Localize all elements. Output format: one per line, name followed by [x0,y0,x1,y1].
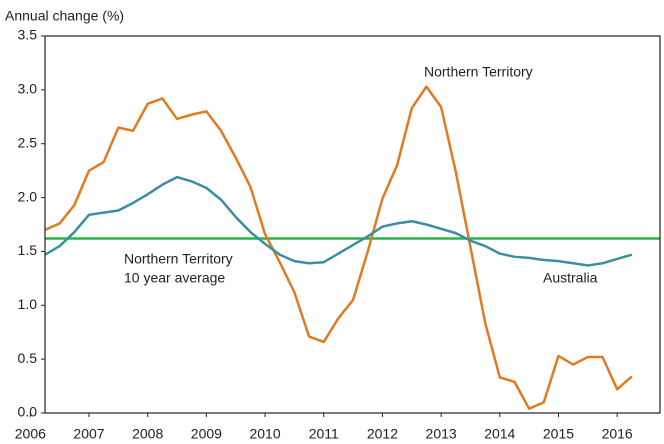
plot-frame [44,35,661,414]
x-tick-label: 2008 [132,426,163,442]
x-tick-label: 2006 [15,426,46,442]
x-tick-label: 2009 [191,426,222,442]
x-tick-label: 2015 [543,426,574,442]
series-label: Australia [543,270,598,286]
x-tick-label: 2011 [309,426,339,442]
x-tick-label: 2014 [484,426,515,442]
x-tick-label: 2013 [426,426,457,442]
y-tick-label: 3.5 [18,27,38,43]
y-tick-label: 0.0 [18,404,38,420]
y-tick-label: 2.5 [18,134,38,150]
series-line [44,175,633,267]
y-tick-label: 1.0 [18,296,38,312]
series-label: Northern Territory [424,64,533,80]
y-tick-label: 0.5 [18,350,38,366]
y-tick-label: 2.0 [18,188,38,204]
reference-label: 10 year average [124,270,225,286]
x-tick-label: 2012 [367,426,398,442]
reference-label: Northern Territory [124,251,233,267]
x-tick-label: 2010 [249,426,280,442]
x-tick-label: 2007 [73,426,104,442]
series-line [44,85,633,410]
x-tick-label: 2016 [602,426,633,442]
y-tick-label: 3.0 [18,81,38,97]
y-tick-label: 1.5 [18,242,38,258]
y-axis-label: Annual change (%) [5,8,124,24]
